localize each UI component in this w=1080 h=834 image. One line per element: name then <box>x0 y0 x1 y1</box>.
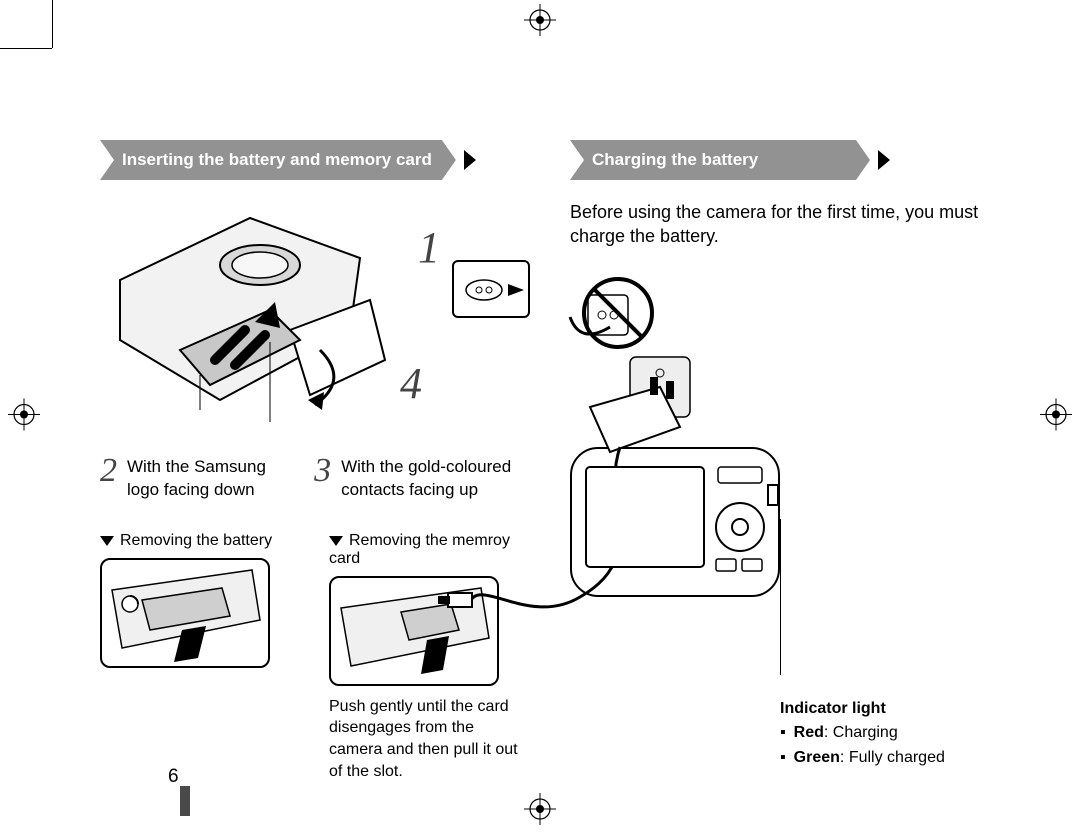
remove-card: Removing the memroy card Push gently unt… <box>329 532 530 782</box>
step-2: 2 With the Samsung logo facing down <box>100 456 290 502</box>
do-not-plug-icon <box>570 267 670 367</box>
removal-row: Removing the battery <box>100 532 530 782</box>
page-number-bar <box>180 786 190 816</box>
remove-card-label: Removing the memroy card <box>329 532 530 568</box>
right-column: Charging the battery Before using the ca… <box>570 140 1000 782</box>
indicator-red: Red: Charging <box>780 721 1000 746</box>
camera-insert-diagram-icon <box>100 200 400 420</box>
detail-zoom-icon <box>452 260 530 318</box>
step-3: 3 With the gold-coloured contacts facing… <box>314 456 530 502</box>
step-row: 2 With the Samsung logo facing down 3 Wi… <box>100 456 530 502</box>
crop-mark <box>52 0 53 48</box>
triangle-down-icon <box>329 536 343 546</box>
remove-card-caption: Push gently until the card disengages fr… <box>329 696 530 782</box>
charge-intro: Before using the camera for the first ti… <box>570 200 1000 249</box>
remove-battery-label: Removing the battery <box>100 532 301 550</box>
step-number-1: 1 <box>418 222 440 273</box>
indicator-title: Indicator light <box>780 697 1000 722</box>
page-content: Inserting the battery and memory card <box>100 140 1000 784</box>
registration-mark-icon <box>1044 403 1068 432</box>
insert-illustration: 1 4 <box>100 200 530 440</box>
page-number: 6 <box>168 766 179 788</box>
indicator-green-label: Green <box>794 749 840 766</box>
registration-mark-icon <box>12 403 36 432</box>
remove-card-diagram-icon <box>329 576 499 686</box>
leader-line <box>780 519 781 675</box>
indicator-green-text: : Fully charged <box>840 749 945 766</box>
charge-illustration <box>570 267 1000 687</box>
indicator-light-info: Indicator light Red: Charging Green: Ful… <box>780 697 1000 771</box>
step-number-4: 4 <box>400 358 422 409</box>
manual-page: Inserting the battery and memory card <box>0 0 1080 834</box>
indicator-red-text: : Charging <box>824 724 898 741</box>
crop-mark <box>0 48 52 49</box>
arrow-right-icon <box>878 150 890 170</box>
remove-battery: Removing the battery <box>100 532 301 782</box>
left-column: Inserting the battery and memory card <box>100 140 530 782</box>
banner-label: Charging the battery <box>570 140 870 180</box>
remove-battery-diagram-icon <box>100 558 270 668</box>
camera-back-icon <box>570 447 780 597</box>
registration-mark-icon <box>528 8 552 37</box>
step-number: 2 <box>100 454 117 488</box>
remove-battery-text: Removing the battery <box>120 532 272 549</box>
arrow-right-icon <box>464 150 476 170</box>
remove-card-text: Removing the memroy card <box>329 532 510 567</box>
banner-label: Inserting the battery and memory card <box>100 140 456 180</box>
wall-adapter-icon <box>570 367 680 447</box>
step-number: 3 <box>314 454 331 488</box>
step-text: With the gold-coloured contacts facing u… <box>341 456 530 502</box>
section-banner-charge: Charging the battery <box>570 140 1000 180</box>
indicator-red-label: Red <box>794 724 824 741</box>
section-banner-insert: Inserting the battery and memory card <box>100 140 530 180</box>
triangle-down-icon <box>100 536 114 546</box>
indicator-green: Green: Fully charged <box>780 746 1000 771</box>
registration-mark-icon <box>528 797 552 826</box>
step-text: With the Samsung logo facing down <box>127 456 290 502</box>
